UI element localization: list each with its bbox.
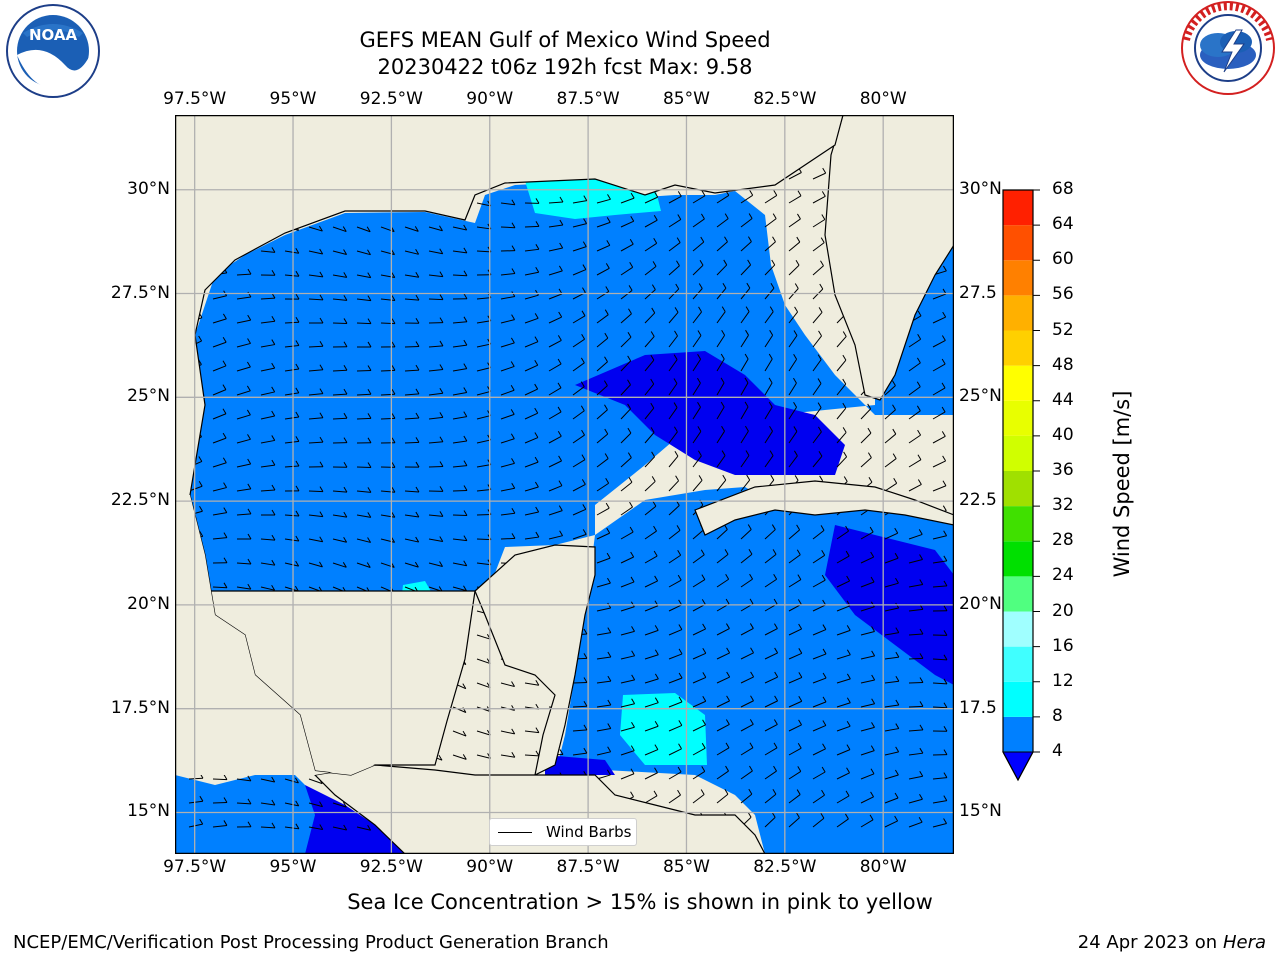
colorbar-swatch: [1003, 435, 1033, 471]
lon-label-top: 87.5°W: [556, 89, 620, 109]
lon-label-bottom: 97.5°W: [163, 857, 227, 877]
colorbar-tick-label: 36: [1052, 460, 1074, 480]
colorbar-swatch: [1003, 506, 1033, 542]
lon-label-bottom: 90°W: [466, 857, 514, 877]
colorbar-tick-label: 24: [1052, 565, 1074, 586]
lon-label-bottom: 85°W: [662, 857, 710, 877]
colorbar-swatch: [1003, 716, 1033, 752]
colorbar-tick-label: 20: [1052, 600, 1074, 621]
lat-label-right: 30°N: [959, 178, 1002, 199]
coastline: [174, 114, 955, 855]
lat-label-right: 22.5: [959, 490, 997, 511]
gulf-wind-map: [174, 114, 955, 855]
colorbar-swatch: [1003, 681, 1033, 717]
colorbar-swatch: [1003, 541, 1033, 577]
colorbar-tick-label: 28: [1052, 530, 1074, 551]
sea-ice-caption: Sea Ice Concentration > 15% is shown in …: [347, 890, 933, 914]
colorbar-tick-label: 60: [1052, 249, 1074, 270]
lat-label-left: 17.5°N: [110, 697, 170, 718]
colorbar-tick-label: 32: [1052, 495, 1074, 516]
colorbar-title: Wind Speed [m/s]: [1110, 390, 1134, 578]
colorbar-tick-label: 4: [1052, 741, 1063, 761]
map-border: [174, 114, 955, 855]
colorbar-swatch: [1003, 471, 1033, 507]
colorbar-swatch: [1003, 576, 1033, 612]
lat-label-left: 30°N: [127, 178, 170, 199]
lat-label-left: 20°N: [127, 593, 170, 614]
colorbar-swatch: [1003, 225, 1033, 261]
map-legend: Wind Barbs: [489, 818, 637, 846]
graticule: [175, 115, 954, 854]
colorbar-tick-label: 12: [1052, 670, 1074, 691]
lon-label-bottom: 82.5°W: [753, 857, 817, 877]
legend-line-swatch: [498, 831, 532, 833]
colorbar-swatch: [1003, 260, 1033, 296]
map-frame: [174, 114, 955, 858]
lon-label-top: 82.5°W: [753, 89, 817, 109]
title-line-2: 20230422 t06z 192h fcst Max: 9.58: [377, 55, 753, 79]
lat-label-left: 25°N: [127, 386, 170, 407]
lon-label-bottom: 80°W: [859, 857, 907, 877]
colorbar-tick-label: 48: [1052, 354, 1074, 375]
footer-right: 24 Apr 2023 on Hera: [1078, 932, 1266, 953]
lat-label-right: 20°N: [959, 593, 1002, 614]
lat-label-left: 27.5°N: [110, 282, 170, 303]
nws-logo: [1178, 0, 1278, 100]
lat-label-left: 22.5°N: [110, 490, 170, 511]
footer-date: 24 Apr 2023 on: [1077, 932, 1223, 953]
colorbar-swatch: [1003, 330, 1033, 366]
colorbar-swatch: [1003, 295, 1033, 331]
lon-label-top: 97.5°W: [163, 89, 227, 109]
colorbar-tick-label: 68: [1052, 179, 1074, 199]
colorbar-swatch: [1003, 365, 1033, 401]
lat-label-right: 27.5: [959, 282, 997, 303]
noaa-logo: NOAA: [3, 3, 103, 103]
colorbar-tick-label: 16: [1052, 635, 1074, 656]
lon-label-bottom: 95°W: [269, 857, 317, 877]
colorbar-tick-label: 44: [1052, 389, 1074, 410]
lon-label-bottom: 87.5°W: [556, 857, 620, 877]
lon-label-top: 80°W: [859, 89, 907, 109]
colorbar-swatch: [1003, 400, 1033, 436]
lon-label-top: 92.5°W: [359, 89, 423, 109]
colorbar-swatch: [1003, 611, 1033, 647]
lat-label-right: 17.5: [959, 697, 997, 718]
noaa-logo-text: NOAA: [29, 26, 78, 44]
colorbar-swatch: [1003, 646, 1033, 682]
lat-label-left: 15°N: [127, 801, 170, 822]
colorbar-swatches: [1002, 189, 1040, 782]
colorbar-tick-label: 52: [1052, 319, 1074, 340]
footer-host: Hera: [1222, 932, 1266, 953]
colorbar-under-arrow: [1002, 751, 1034, 782]
footer-left: NCEP/EMC/Verification Post Processing Pr…: [13, 932, 609, 953]
colorbar-swatch: [1003, 190, 1033, 226]
lon-label-top: 85°W: [662, 89, 710, 109]
colorbar-tick-label: 64: [1052, 214, 1074, 235]
lat-label-right: 15°N: [959, 801, 1002, 822]
lon-label-bottom: 92.5°W: [359, 857, 423, 877]
legend-label: Wind Barbs: [546, 823, 632, 841]
lon-label-top: 90°W: [466, 89, 514, 109]
colorbar-tick-label: 40: [1052, 424, 1074, 445]
lon-label-top: 95°W: [269, 89, 317, 109]
colorbar-tick-label: 56: [1052, 284, 1074, 305]
colorbar-tick-label: 8: [1052, 705, 1063, 726]
title-line-1: GEFS MEAN Gulf of Mexico Wind Speed: [359, 28, 771, 52]
colorbar: [1000, 186, 1060, 790]
lat-label-right: 25°N: [959, 386, 1002, 407]
